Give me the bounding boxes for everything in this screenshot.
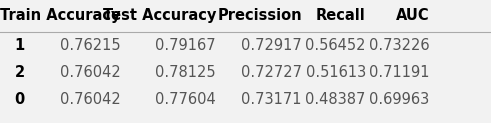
Text: 0.73171: 0.73171 — [242, 92, 302, 107]
Text: 0.56452: 0.56452 — [305, 38, 366, 53]
Text: 0.79167: 0.79167 — [156, 38, 216, 53]
Text: 0.76042: 0.76042 — [59, 65, 120, 80]
Text: 1: 1 — [15, 38, 25, 53]
Text: 0.72727: 0.72727 — [241, 65, 302, 80]
Text: Precission: Precission — [218, 8, 302, 23]
Text: 0.73226: 0.73226 — [369, 38, 430, 53]
Text: 2: 2 — [15, 65, 25, 80]
Text: 0: 0 — [15, 92, 25, 107]
Text: 0.76042: 0.76042 — [59, 92, 120, 107]
Text: 0.71191: 0.71191 — [369, 65, 430, 80]
Text: 0.51613: 0.51613 — [305, 65, 366, 80]
Text: Recall: Recall — [316, 8, 366, 23]
Text: 0.78125: 0.78125 — [156, 65, 216, 80]
Text: 0.72917: 0.72917 — [241, 38, 302, 53]
Text: Test Accuracy: Test Accuracy — [103, 8, 216, 23]
Text: 0.77604: 0.77604 — [155, 92, 216, 107]
Text: 0.48387: 0.48387 — [305, 92, 366, 107]
Text: 0.76215: 0.76215 — [60, 38, 120, 53]
Text: 0.69963: 0.69963 — [369, 92, 430, 107]
Text: AUC: AUC — [396, 8, 430, 23]
Text: Train Accuracy: Train Accuracy — [0, 8, 120, 23]
